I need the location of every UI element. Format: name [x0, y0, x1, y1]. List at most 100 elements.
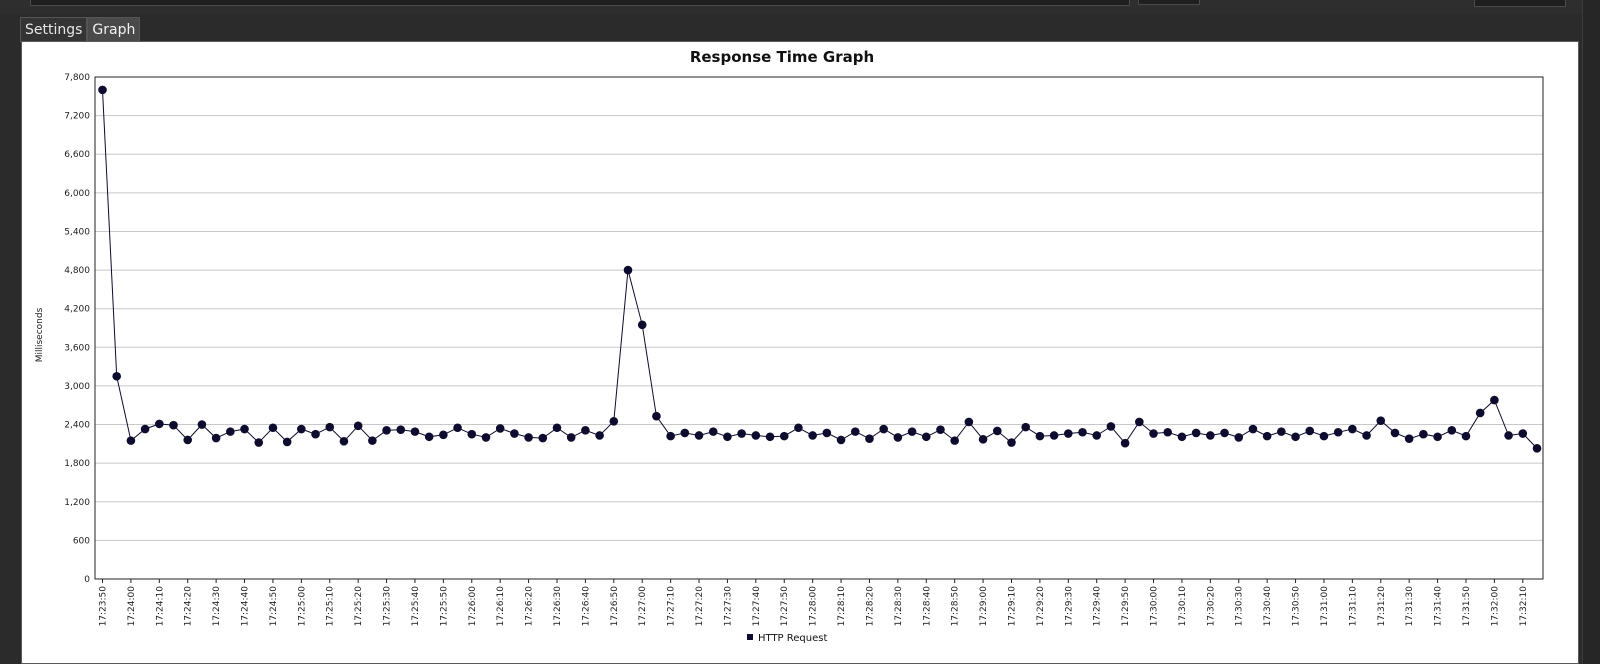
data-point — [1390, 428, 1400, 438]
grid-lines — [95, 76, 1543, 580]
x-tick-label: 17:27:00 — [638, 586, 648, 627]
data-points — [98, 85, 1542, 453]
data-point — [1248, 424, 1258, 434]
data-point — [1035, 431, 1045, 441]
tab-bar: Settings Graph — [20, 17, 141, 42]
data-point — [595, 431, 604, 440]
data-point — [950, 436, 959, 445]
data-point — [424, 432, 434, 442]
y-tick-label: 4,200 — [64, 305, 90, 315]
legend-label: HTTP Request — [758, 633, 827, 644]
data-point — [1149, 429, 1158, 438]
data-point — [311, 429, 320, 439]
top-button-right[interactable] — [1474, 0, 1566, 7]
x-tick-label: 17:30:20 — [1206, 586, 1216, 627]
data-point — [836, 435, 846, 445]
data-point — [893, 433, 903, 442]
data-point — [1191, 428, 1201, 438]
x-tick-label: 17:24:00 — [127, 586, 137, 627]
graph-panel: Response Time Graph Milliseconds 0 600 1,2… — [21, 41, 1579, 664]
data-point — [637, 320, 647, 330]
data-point — [368, 436, 377, 445]
x-tick-label: 17:24:50 — [269, 586, 279, 627]
data-point — [680, 428, 690, 438]
x-tick-label: 17:29:40 — [1093, 586, 1103, 627]
y-axis-ticks: 0 600 1,200 1,800 2,400 3,000 3,600 4,200 4,800 5… — [64, 73, 90, 585]
top-input-field[interactable] — [30, 0, 1130, 6]
tab-settings[interactable]: Settings — [20, 17, 88, 42]
x-tick-label: 17:29:30 — [1064, 586, 1074, 627]
data-point — [1518, 429, 1528, 438]
x-tick-label: 17:24:40 — [241, 586, 251, 627]
data-point — [1078, 427, 1087, 437]
x-tick-label: 17:27:10 — [667, 586, 677, 627]
data-point — [1333, 427, 1343, 437]
x-tick-label: 17:25:10 — [326, 586, 336, 627]
legend: HTTP Request — [747, 633, 827, 644]
y-tick-label: 6,600 — [64, 150, 90, 160]
x-tick-label: 17:26:10 — [496, 586, 506, 627]
top-button[interactable] — [1138, 0, 1200, 5]
data-point — [282, 437, 292, 447]
x-tick-label: 17:25:30 — [383, 586, 393, 627]
data-point — [1404, 434, 1414, 443]
x-tick-label: 17:31:40 — [1434, 586, 1444, 627]
plot-area-frame — [94, 76, 1544, 580]
data-point — [737, 429, 746, 438]
y-tick-label: 4,800 — [64, 266, 90, 276]
data-point — [879, 424, 888, 434]
data-point — [723, 432, 732, 442]
data-point — [666, 431, 675, 441]
tab-graph[interactable]: Graph — [87, 17, 141, 42]
response-time-chart: Response Time Graph Milliseconds 0 600 1,2… — [35, 48, 1544, 644]
x-tick-label: 17:28:20 — [865, 586, 875, 627]
y-tick-label: 5,400 — [64, 227, 90, 237]
data-point — [1021, 422, 1030, 432]
x-tick-label: 17:24:10 — [155, 586, 165, 627]
data-point — [992, 426, 1002, 436]
x-tick-label: 17:30:00 — [1150, 586, 1160, 627]
data-point — [254, 438, 264, 447]
x-tick-label: 17:31:50 — [1462, 586, 1472, 627]
data-point — [524, 433, 533, 442]
y-tick-label: 3,000 — [64, 382, 90, 392]
data-point — [211, 433, 221, 443]
x-tick-label: 17:30:50 — [1292, 586, 1302, 627]
data-point — [1106, 422, 1116, 431]
x-tick-label: 17:25:40 — [411, 586, 421, 627]
data-point — [481, 433, 491, 442]
data-point — [169, 420, 178, 430]
x-tick-label: 17:25:50 — [439, 586, 449, 627]
data-point — [197, 420, 207, 429]
data-point — [1092, 431, 1102, 440]
data-point — [921, 432, 931, 442]
x-tick-label: 17:26:00 — [468, 586, 478, 627]
data-point — [155, 419, 164, 429]
data-point — [652, 411, 661, 421]
data-point — [936, 425, 945, 434]
data-point — [98, 85, 107, 95]
data-point — [1234, 433, 1244, 442]
y-tick-label: 6,000 — [64, 189, 90, 199]
data-point — [467, 429, 477, 439]
data-point — [226, 427, 235, 436]
data-point — [495, 424, 505, 433]
data-point — [779, 431, 789, 441]
data-point — [325, 422, 335, 432]
data-point — [410, 427, 420, 436]
x-tick-label: 17:28:40 — [922, 586, 932, 627]
x-tick-label: 17:29:00 — [979, 586, 989, 627]
x-tick-label: 17:27:30 — [723, 586, 733, 627]
data-point — [1461, 431, 1471, 441]
data-point — [268, 423, 278, 433]
data-point — [1262, 431, 1272, 441]
x-tick-label: 17:29:50 — [1121, 586, 1131, 627]
data-point — [1206, 431, 1215, 440]
x-tick-label: 17:27:40 — [752, 586, 762, 627]
data-point — [1220, 428, 1229, 438]
x-tick-label: 17:27:20 — [695, 586, 705, 627]
data-point — [126, 436, 136, 445]
data-point — [552, 423, 562, 433]
data-point — [1135, 417, 1144, 427]
data-point — [1120, 438, 1130, 448]
